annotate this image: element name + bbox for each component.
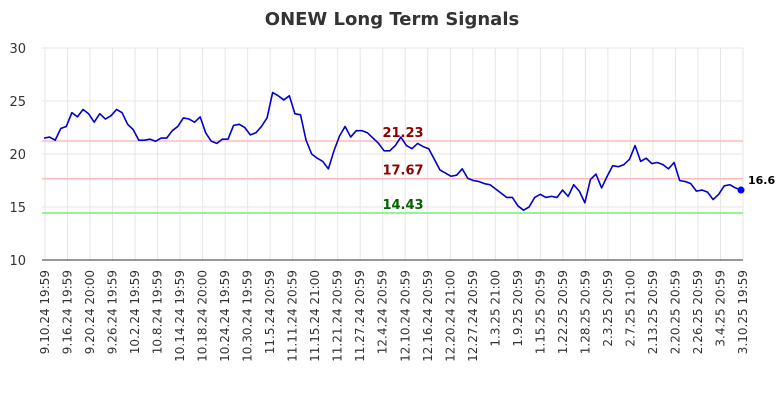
signal-level-label: 17.67: [382, 164, 423, 179]
x-tick-label: 10.14.24 19:59: [173, 270, 187, 362]
series-line: [43, 91, 742, 211]
x-tick-label: 12.4.24 20:59: [376, 270, 390, 354]
y-tick-label: 30: [9, 42, 26, 57]
x-tick-label: 12.27.24 20:59: [466, 270, 480, 362]
x-tick-label: 3.10.25 19:59: [736, 270, 750, 354]
x-tick-label: 1.9.25 20:59: [511, 270, 525, 347]
last-value-label: 16.6: [748, 174, 775, 187]
annotations: 21.23 17.67 14.43 16.6: [382, 126, 775, 213]
y-tick-label: 10: [9, 254, 26, 269]
y-tick-label: 20: [9, 148, 26, 163]
x-tick-label: 12.10.24 20:59: [398, 270, 412, 362]
x-tick-label: 1.28.25 20:59: [578, 270, 592, 354]
grid: [42, 47, 744, 261]
x-tick-label: 10.30.24 19:59: [241, 270, 255, 362]
x-tick-label: 1.22.25 20:59: [556, 270, 570, 354]
x-tick-label: 11.11.24 20:59: [286, 270, 300, 362]
y-tick-label: 15: [9, 201, 26, 216]
last-value-marker: [737, 186, 745, 194]
x-tick-label: 9.26.24 19:59: [106, 270, 120, 354]
price-series: [43, 91, 745, 211]
x-tick-label: 3.4.25 20:59: [713, 270, 727, 347]
signal-level-label: 21.23: [382, 126, 423, 141]
x-tick-label: 11.27.24 20:59: [353, 270, 367, 362]
x-tick-label: 2.13.25 20:59: [646, 270, 660, 354]
x-tick-label: 2.7.25 21:00: [623, 270, 637, 347]
x-tick-label: 9.16.24 19:59: [61, 270, 75, 354]
y-tick-label: 25: [9, 95, 26, 110]
chart-title: ONEW Long Term Signals: [265, 9, 519, 30]
x-tick-label: 9.10.24 19:59: [38, 270, 52, 354]
x-tick-label: 10.18.24 20:00: [196, 270, 210, 362]
x-tick-label: 10.8.24 19:59: [151, 270, 165, 354]
x-tick-label: 2.26.25 20:59: [691, 270, 705, 354]
x-tick-label: 1.3.25 21:00: [488, 270, 502, 347]
x-tick-label: 11.15.24 21:00: [308, 270, 322, 362]
x-tick-label: 10.2.24 19:59: [128, 270, 142, 354]
x-tick-label: 1.15.25 20:59: [533, 270, 547, 354]
x-tick-label: 10.24.24 19:59: [218, 270, 232, 362]
x-tick-label: 2.3.25 20:59: [601, 270, 615, 347]
x-tick-label: 2.20.25 20:59: [668, 270, 682, 354]
signal-level-label: 14.43: [382, 198, 423, 213]
x-tick-label: 12.20.24 21:00: [443, 270, 457, 362]
x-tick-label: 9.20.24 20:00: [83, 270, 97, 354]
x-tick-label: 11.5.24 20:59: [263, 270, 277, 354]
x-tick-label: 12.16.24 20:59: [421, 270, 435, 362]
signal-levels: [42, 140, 743, 214]
axes: 10 15 20 25 30 9.10.24 19:59 9.16.24 19:59 9.20…: [9, 42, 750, 362]
x-tick-label: 11.21.24 20:59: [331, 270, 345, 362]
